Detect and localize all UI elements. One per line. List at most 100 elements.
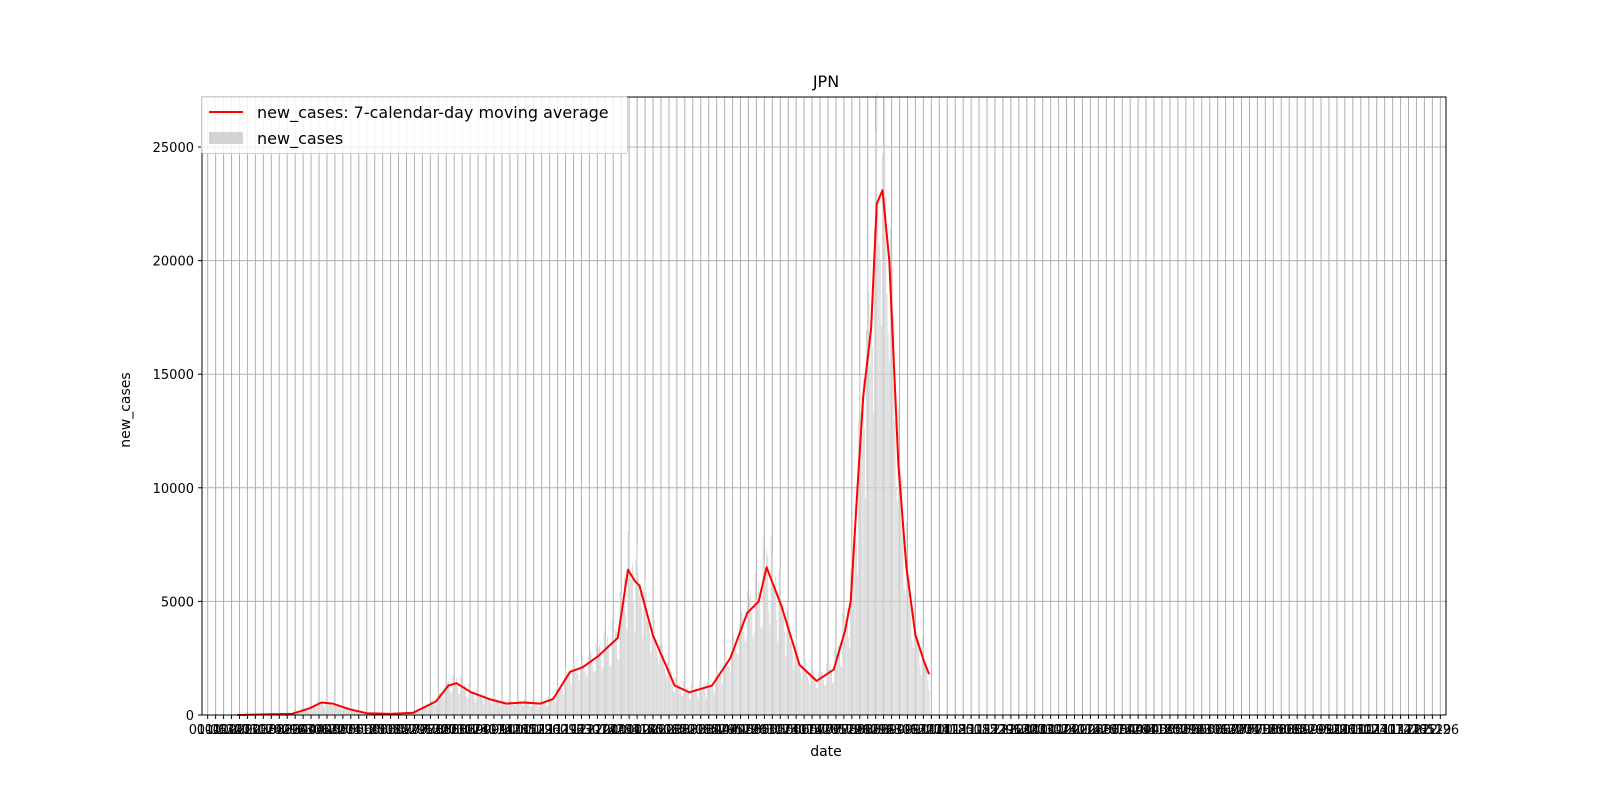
bar bbox=[650, 652, 652, 715]
x-tick-label: 03-23 bbox=[276, 723, 314, 738]
bar bbox=[504, 704, 506, 715]
x-tick-label: 01-27 bbox=[213, 723, 251, 738]
bar bbox=[345, 708, 347, 715]
x-tick-label: 08-01 bbox=[1254, 723, 1292, 738]
x-tick-label: 10-17 bbox=[1342, 723, 1380, 738]
bar bbox=[559, 689, 561, 715]
bar bbox=[550, 700, 552, 715]
bar bbox=[679, 688, 681, 715]
bar bbox=[467, 698, 469, 715]
bar bbox=[846, 608, 848, 715]
bar bbox=[817, 687, 819, 715]
bar bbox=[564, 676, 565, 715]
x-tick-label: 05-11 bbox=[332, 723, 370, 738]
bar bbox=[670, 671, 672, 715]
bar bbox=[416, 711, 418, 715]
bar bbox=[925, 664, 927, 715]
x-tick-label: 09-12 bbox=[1302, 723, 1340, 738]
x-tick-label: 06-29 bbox=[388, 723, 426, 738]
bar bbox=[832, 683, 833, 715]
bar bbox=[532, 699, 533, 715]
bar bbox=[554, 702, 556, 715]
x-tick-label: 03-01 bbox=[666, 723, 704, 738]
bar bbox=[782, 614, 783, 715]
x-tick-label: 05-03 bbox=[738, 723, 776, 738]
bar bbox=[632, 563, 633, 715]
bar bbox=[357, 710, 359, 715]
bar bbox=[320, 701, 322, 715]
bar bbox=[591, 654, 593, 715]
x-tick-label: 04-12 bbox=[714, 723, 752, 738]
bar bbox=[721, 684, 723, 715]
bar bbox=[520, 703, 522, 715]
x-tick-label: 09-19 bbox=[1310, 723, 1348, 738]
bar bbox=[918, 638, 920, 715]
bar bbox=[640, 585, 641, 715]
bar bbox=[841, 666, 843, 715]
bar bbox=[742, 613, 744, 715]
bar bbox=[887, 332, 889, 715]
bar bbox=[350, 708, 352, 715]
bar bbox=[855, 543, 857, 715]
bar bbox=[685, 690, 687, 715]
bar bbox=[788, 623, 790, 715]
bar bbox=[323, 705, 324, 715]
x-tick-label: 05-24 bbox=[761, 723, 799, 738]
bar bbox=[457, 683, 459, 715]
bar bbox=[527, 700, 529, 715]
x-tick-label: 09-06 bbox=[881, 723, 919, 738]
bar bbox=[904, 594, 906, 715]
bar bbox=[871, 346, 873, 715]
bar bbox=[586, 675, 588, 715]
x-tick-label: 06-08 bbox=[364, 723, 402, 738]
x-tick-label: 12-14 bbox=[578, 723, 616, 738]
chart-title: JPN bbox=[812, 72, 840, 91]
bar bbox=[656, 650, 657, 715]
bar bbox=[534, 703, 536, 715]
bar bbox=[297, 711, 298, 715]
bar bbox=[617, 658, 619, 715]
bar bbox=[449, 687, 451, 715]
bar bbox=[499, 705, 501, 715]
bar bbox=[810, 671, 812, 715]
bar bbox=[682, 696, 683, 715]
x-tick-label: 09-21 bbox=[483, 723, 521, 738]
bar bbox=[684, 688, 686, 715]
x-tick-label: 12-06 bbox=[984, 723, 1022, 738]
bar bbox=[611, 618, 613, 715]
bar bbox=[403, 713, 405, 715]
bar bbox=[711, 683, 713, 715]
bar bbox=[687, 690, 689, 715]
bar bbox=[703, 684, 705, 715]
bar bbox=[712, 687, 714, 715]
bar bbox=[436, 698, 438, 715]
bar bbox=[459, 693, 461, 715]
bar bbox=[493, 696, 495, 715]
legend-entry-moving-average: new_cases: 7-calendar-day moving average bbox=[202, 101, 609, 123]
bar bbox=[425, 707, 427, 715]
bar bbox=[894, 420, 896, 715]
bar bbox=[561, 688, 563, 715]
y-tick-label: 15000 bbox=[153, 368, 194, 383]
bar bbox=[799, 667, 800, 715]
x-tick-label: 03-28 bbox=[1111, 723, 1149, 738]
bar bbox=[718, 678, 720, 715]
x-tick-label: 11-09 bbox=[539, 723, 577, 738]
bar bbox=[924, 663, 925, 715]
x-tick-label: 12-12 bbox=[1406, 723, 1444, 738]
bar bbox=[719, 673, 721, 715]
bar bbox=[695, 687, 697, 715]
bar bbox=[896, 500, 898, 715]
bar bbox=[716, 668, 718, 715]
bar bbox=[728, 666, 730, 715]
x-tick-label: 03-21 bbox=[1103, 723, 1141, 738]
bar bbox=[748, 610, 749, 715]
bar bbox=[556, 688, 557, 715]
bar bbox=[688, 698, 690, 715]
x-tick-label: 11-07 bbox=[1366, 723, 1404, 738]
bar bbox=[519, 700, 521, 715]
x-tick-label: 09-13 bbox=[889, 723, 927, 738]
bar bbox=[746, 590, 748, 715]
bar bbox=[444, 685, 446, 715]
bar bbox=[726, 664, 728, 715]
